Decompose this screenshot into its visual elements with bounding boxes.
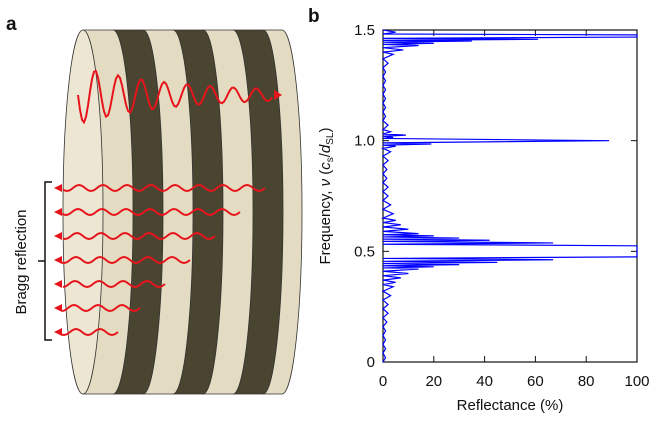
waves <box>54 70 282 337</box>
label-part: s <box>325 157 336 162</box>
x-tick-label: 20 <box>425 373 442 390</box>
arrow-head <box>54 256 62 264</box>
arrow-head <box>54 304 62 312</box>
plot-frame <box>382 29 638 363</box>
x-axis-label: Reflectance (%) <box>457 397 564 414</box>
reflected-wave <box>62 279 166 289</box>
label-part: Frequency, <box>317 186 334 264</box>
x-tick-label: 80 <box>578 373 595 390</box>
bracket-label: Bragg reflection <box>13 209 30 314</box>
y-tick-label: 0 <box>367 354 375 371</box>
label-part: ( <box>317 170 334 179</box>
label-part: / <box>317 152 334 157</box>
reflected-wave <box>61 255 191 265</box>
label-part: ) <box>317 127 334 132</box>
label-part: d <box>317 144 334 153</box>
panel-label: b <box>308 6 320 27</box>
reflected-wave <box>62 231 216 241</box>
y-tick-label: 1.0 <box>354 133 375 150</box>
arrow-head <box>54 208 62 216</box>
x-tick-label: 60 <box>527 373 544 390</box>
x-tick-label: 0 <box>379 373 387 390</box>
reflected-wave <box>61 303 141 313</box>
arrow-head <box>54 184 62 192</box>
y-tick-label: 0.5 <box>354 243 375 260</box>
y-axis-label: Frequency, ν (cs/dSL) <box>317 127 336 264</box>
label-part: c <box>317 162 334 170</box>
reflected-wave <box>62 183 266 193</box>
arrow-head <box>54 328 62 336</box>
arrow-head <box>274 90 282 100</box>
reflected-wave <box>61 327 119 337</box>
incident-wave <box>77 70 273 125</box>
reflected-wave <box>61 207 241 217</box>
panel-label: a <box>6 14 17 35</box>
x-tick-label: 100 <box>624 373 649 390</box>
label-part: ν <box>317 178 334 186</box>
bracket <box>38 181 52 341</box>
x-tick-label: 40 <box>476 373 493 390</box>
arrow-head <box>54 280 62 288</box>
y-tick-label: 1.5 <box>354 22 375 39</box>
label-part: SL <box>325 132 336 145</box>
arrow-head <box>54 232 62 240</box>
reflectance-line <box>380 29 638 363</box>
